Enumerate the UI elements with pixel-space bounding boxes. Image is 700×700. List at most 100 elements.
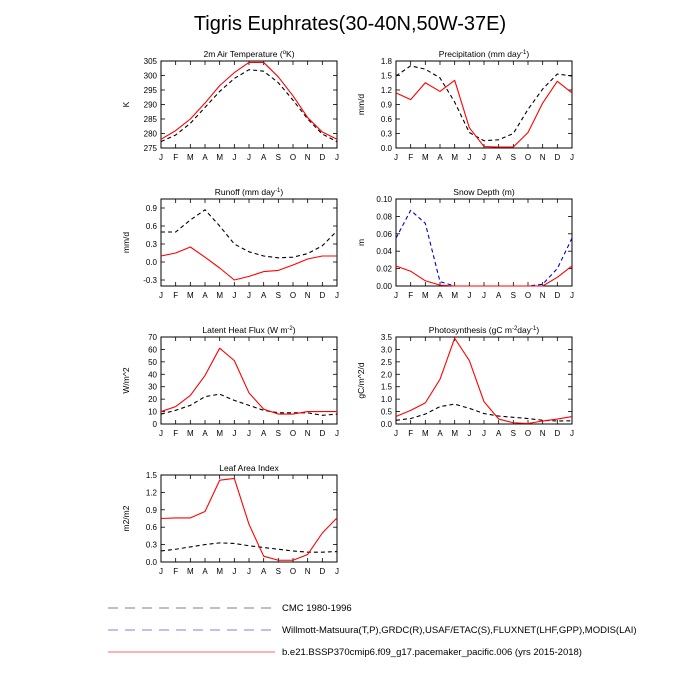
x-tick-label: A (202, 429, 208, 438)
x-tick-label: J (247, 429, 251, 438)
panel-title: Latent Heat Flux (W m-2) (202, 325, 295, 335)
y-tick-label: 20 (148, 395, 157, 404)
chart-panel-2: Runoff (mm day-1)J F M A M J J A S O N D J-0.30.00.3… (121, 187, 339, 300)
x-tick-label: J (247, 291, 251, 300)
y-tick-label: 0.6 (381, 115, 393, 124)
y-axis-label: mm/d (356, 94, 366, 116)
x-tick-label: D (319, 429, 325, 438)
x-tick-label: J (482, 153, 486, 162)
plot-frame (160, 336, 338, 425)
plot-frame (160, 198, 338, 287)
x-tick-label: J (247, 153, 251, 162)
x-tick-label: J (394, 153, 398, 162)
x-tick-label: J (159, 291, 163, 300)
x-tick-label: J (570, 291, 574, 300)
y-tick-label: 305 (144, 57, 158, 66)
x-tick-label: J (335, 429, 339, 438)
y-tick-label: 1.2 (146, 488, 158, 497)
panel-title: Photosynthesis (gC m-2day-1) (429, 325, 540, 335)
y-tick-label: 1.2 (381, 86, 393, 95)
y-tick-label: 0.3 (381, 130, 393, 139)
x-tick-label: N (305, 153, 311, 162)
x-tick-label: F (173, 429, 178, 438)
x-tick-label: S (276, 567, 281, 576)
legend-label-cmc: CMC 1980-1996 (282, 603, 352, 614)
x-tick-label: D (554, 429, 560, 438)
x-tick-label: J (232, 567, 236, 576)
x-tick-label: J (159, 567, 163, 576)
series-line-observed (395, 403, 573, 422)
x-tick-label: J (335, 153, 339, 162)
y-tick-label: 0.5 (381, 408, 393, 417)
x-tick-label: J (482, 429, 486, 438)
x-tick-label: S (276, 291, 281, 300)
panel-title: Snow Depth (m) (453, 187, 515, 197)
y-tick-label: 285 (144, 115, 158, 124)
x-tick-label: A (261, 429, 267, 438)
x-tick-label: J (232, 291, 236, 300)
y-tick-label: 300 (144, 72, 158, 81)
y-tick-label: 30 (148, 383, 157, 392)
legend: CMC 1980-1996 Willmott-Matsuura(T,P),GRD… (108, 603, 637, 658)
x-tick-label: J (570, 429, 574, 438)
legend-label-model: b.e21.BSSP370cmip6.f09_g17.pacemaker_pac… (282, 647, 582, 658)
legend-entry-obs: Willmott-Matsuura(T,P),GRDC(R),USAF/ETAC… (108, 625, 637, 636)
x-tick-label: J (467, 429, 471, 438)
x-tick-label: O (290, 291, 296, 300)
x-tick-label: A (202, 153, 208, 162)
x-tick-label: D (554, 291, 560, 300)
panel-title: 2m Air Temperature (oK) (203, 49, 294, 59)
x-tick-label: O (290, 429, 296, 438)
y-tick-label: 0 (153, 420, 158, 429)
x-tick-label: D (554, 153, 560, 162)
figure-title: Tigris Euphrates(30-40N,50W-37E) (194, 13, 506, 35)
y-tick-label: 2.0 (381, 370, 393, 379)
x-tick-label: A (496, 153, 502, 162)
x-tick-label: F (408, 429, 413, 438)
series-line-observed (395, 65, 573, 142)
series-line-observed (160, 69, 338, 143)
y-axis-label: gC/m^2/d (356, 362, 366, 398)
y-tick-label: 0.00 (376, 282, 392, 291)
legend-entry-cmc: CMC 1980-1996 (108, 603, 352, 614)
x-tick-label: M (216, 153, 223, 162)
y-tick-label: 0.3 (146, 240, 158, 249)
x-tick-label: N (540, 429, 546, 438)
x-tick-label: F (173, 291, 178, 300)
y-tick-label: 1.5 (381, 383, 393, 392)
x-tick-label: O (290, 567, 296, 576)
x-tick-label: A (202, 567, 208, 576)
plot-frame (160, 60, 338, 149)
x-tick-label: M (451, 429, 458, 438)
x-tick-label: A (496, 291, 502, 300)
y-tick-label: 50 (148, 358, 157, 367)
x-tick-label: J (394, 291, 398, 300)
x-tick-label: M (422, 153, 429, 162)
y-axis-label: mm/d (121, 232, 131, 254)
panel-title: Leaf Area Index (219, 463, 279, 473)
x-tick-label: M (216, 291, 223, 300)
x-tick-label: J (159, 429, 163, 438)
y-tick-label: 70 (148, 333, 157, 342)
x-tick-label: O (525, 153, 531, 162)
series-line-model (160, 477, 338, 561)
x-tick-label: J (467, 153, 471, 162)
x-tick-label: N (540, 291, 546, 300)
x-tick-label: A (437, 429, 443, 438)
x-tick-label: J (232, 429, 236, 438)
x-tick-label: J (467, 291, 471, 300)
series-line-model (395, 265, 573, 287)
x-tick-label: N (305, 429, 311, 438)
series-line-model (160, 61, 338, 140)
x-tick-label: F (173, 567, 178, 576)
x-tick-label: N (540, 153, 546, 162)
x-tick-label: M (422, 291, 429, 300)
x-tick-label: S (511, 429, 516, 438)
plot-frame (160, 474, 338, 563)
x-tick-label: A (261, 153, 267, 162)
x-tick-label: A (437, 291, 443, 300)
y-axis-label: K (121, 101, 131, 107)
x-tick-label: A (261, 291, 267, 300)
